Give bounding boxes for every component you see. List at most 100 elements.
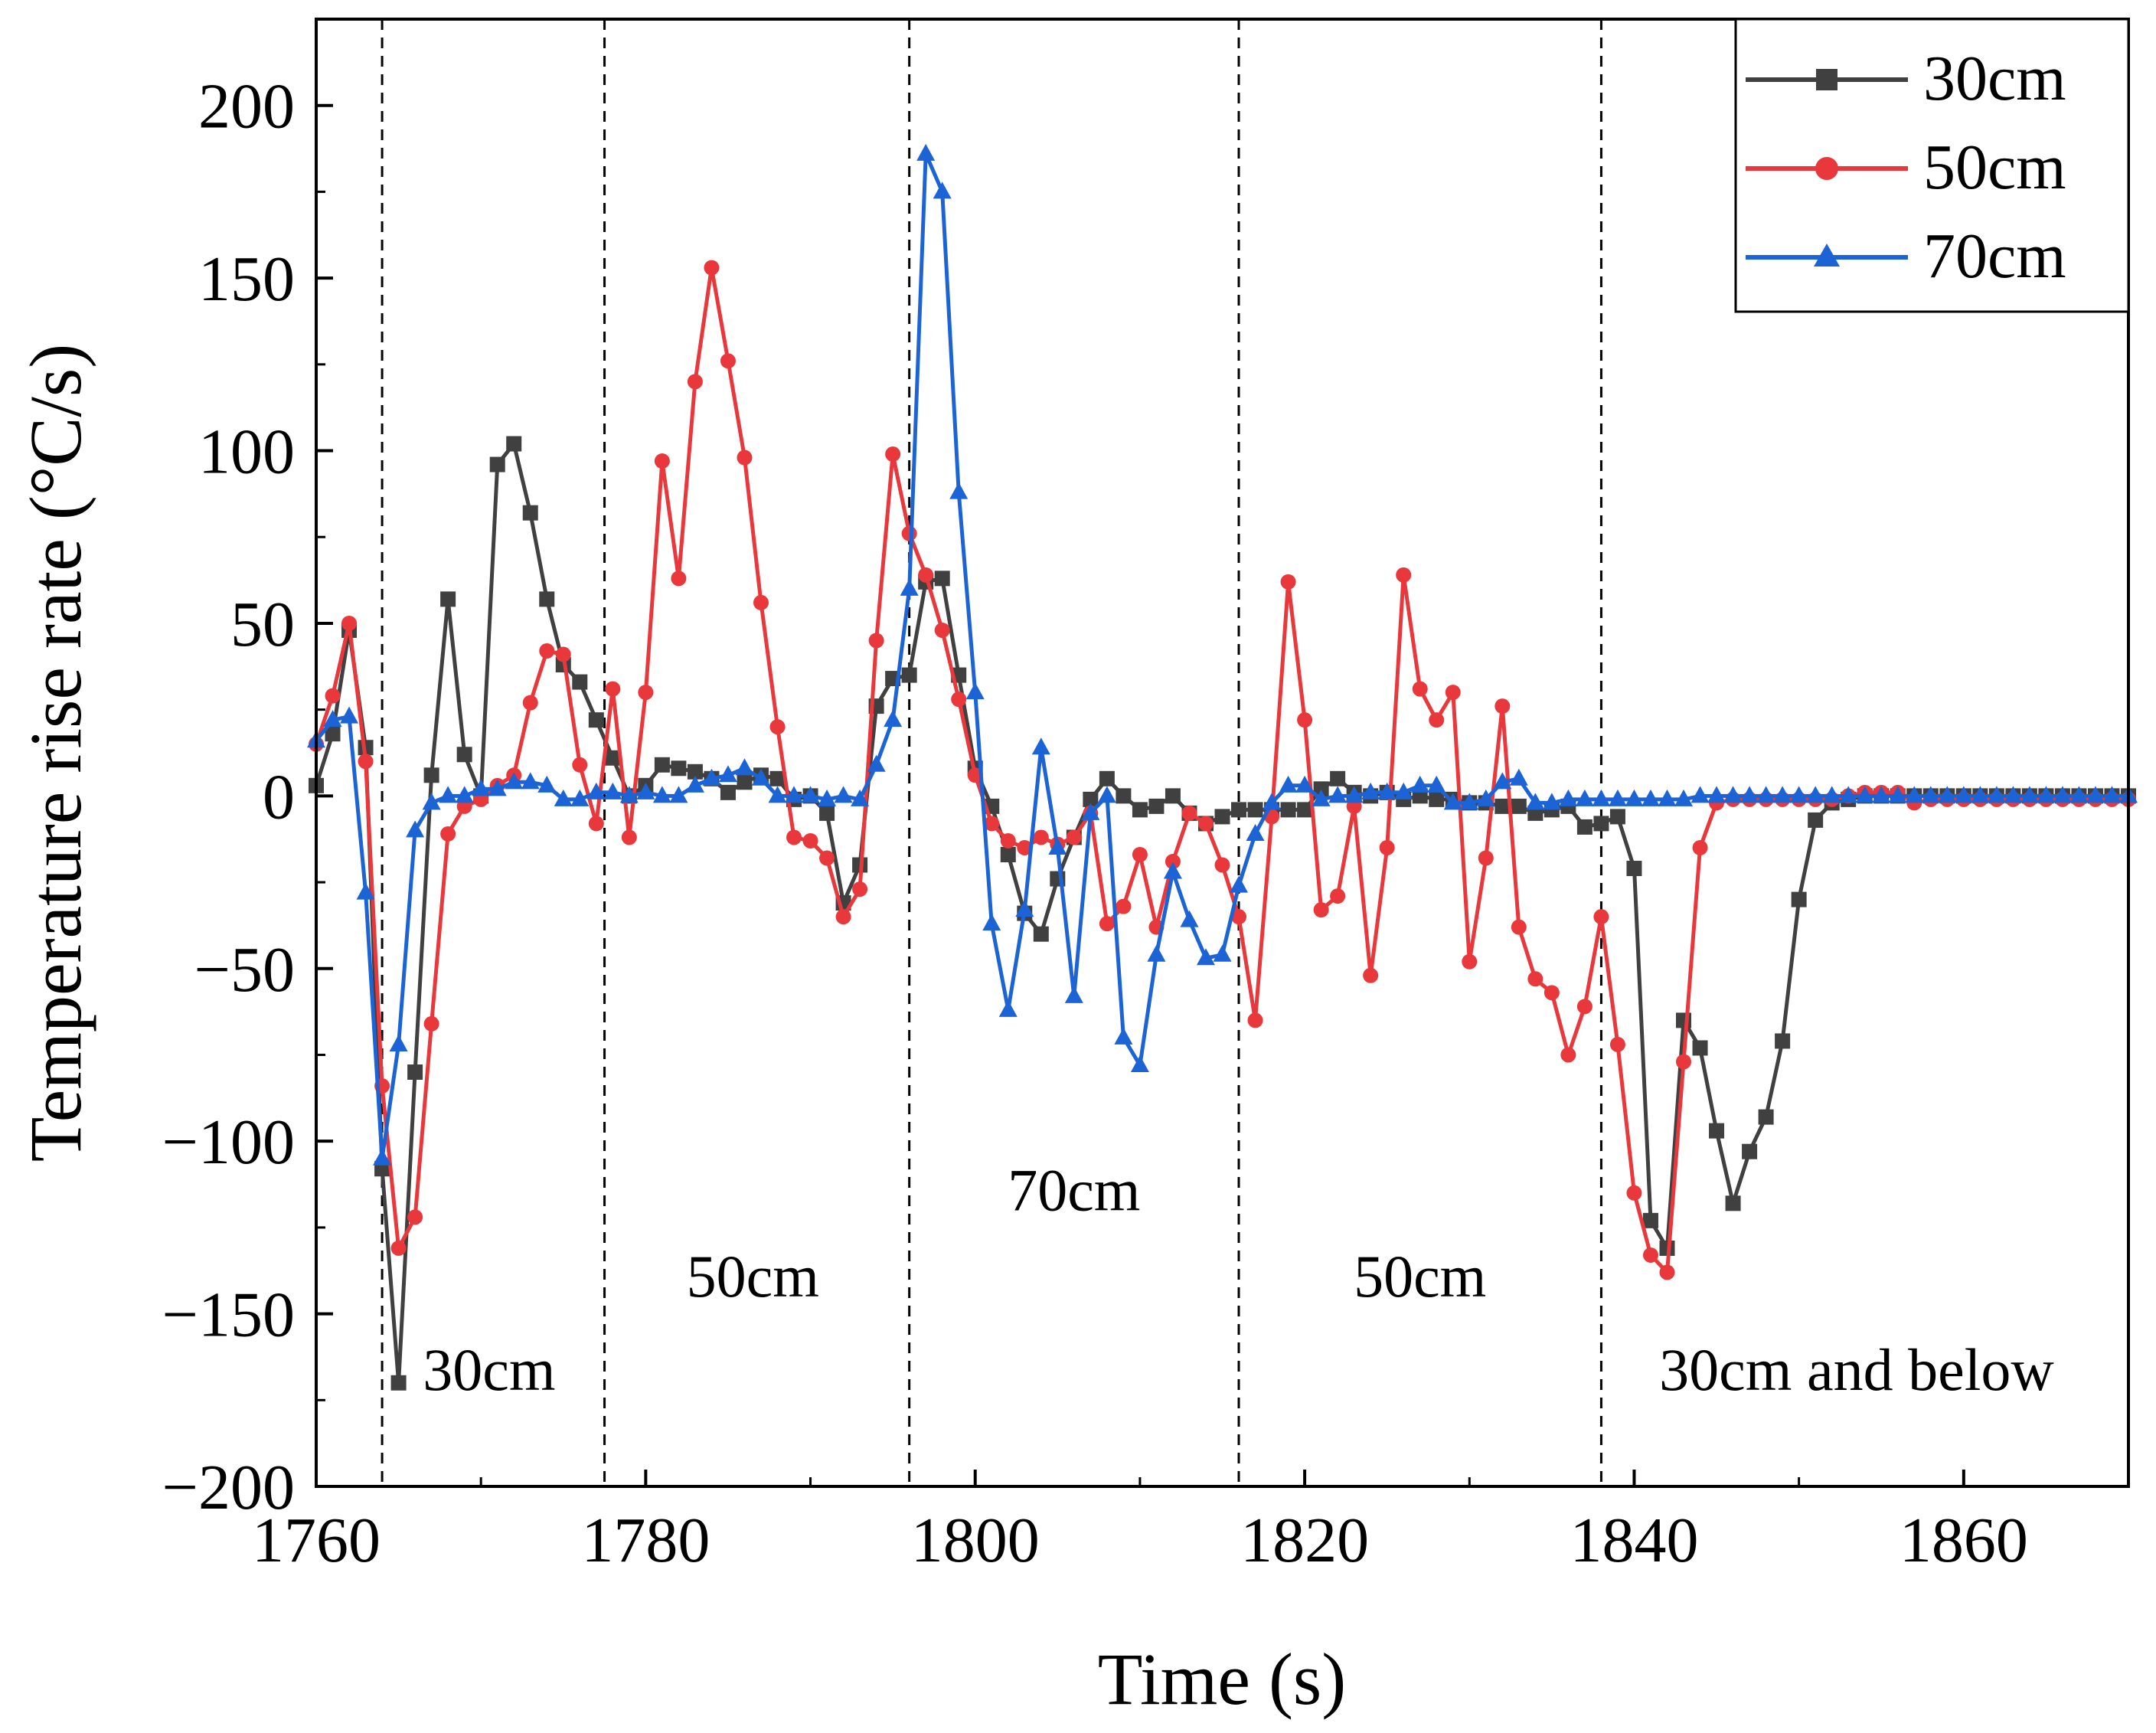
point-30cm xyxy=(1609,809,1625,825)
point-70cm xyxy=(356,882,375,900)
point-50cm xyxy=(1626,1185,1642,1201)
legend-marker-70cm xyxy=(1814,244,1840,266)
point-70cm xyxy=(1263,793,1282,810)
legend-label-30cm: 30cm xyxy=(1923,43,2066,114)
point-50cm xyxy=(1066,829,1082,845)
point-50cm xyxy=(654,453,670,469)
point-70cm xyxy=(1707,786,1726,803)
point-70cm xyxy=(1756,786,1775,803)
point-70cm xyxy=(2037,786,2056,803)
point-70cm xyxy=(1905,786,1924,803)
point-50cm xyxy=(918,567,934,583)
point-50cm xyxy=(341,615,358,631)
point-70cm xyxy=(834,786,853,803)
point-50cm xyxy=(1544,985,1560,1001)
point-70cm xyxy=(718,765,737,783)
point-70cm xyxy=(488,779,507,796)
point-30cm xyxy=(901,667,917,683)
point-70cm xyxy=(735,758,754,776)
point-70cm xyxy=(455,786,474,803)
point-50cm xyxy=(1363,967,1379,983)
point-30cm xyxy=(1000,846,1016,862)
point-70cm xyxy=(1048,837,1067,855)
point-70cm xyxy=(1493,772,1512,790)
y-tick-label: 50 xyxy=(230,589,295,660)
point-70cm xyxy=(1773,786,1792,803)
point-70cm xyxy=(867,754,886,772)
point-70cm xyxy=(998,999,1018,1017)
point-50cm xyxy=(753,594,769,610)
point-50cm xyxy=(951,692,967,708)
point-50cm xyxy=(1576,999,1592,1015)
legend-entry-50cm: 50cm xyxy=(1746,132,2066,203)
point-70cm xyxy=(389,1034,408,1051)
point-70cm xyxy=(2020,786,2039,803)
legend: 30cm 50cm 70cm xyxy=(1734,18,2130,313)
point-70cm xyxy=(439,786,458,803)
point-70cm xyxy=(652,786,671,803)
point-70cm xyxy=(1180,910,1199,927)
point-30cm xyxy=(325,726,341,742)
point-50cm xyxy=(572,757,588,773)
point-50cm xyxy=(1429,712,1445,728)
point-50cm xyxy=(1231,909,1247,925)
point-30cm xyxy=(1132,802,1148,818)
point-50cm xyxy=(1527,971,1544,987)
x-tick-label: 1840 xyxy=(1570,1505,1698,1576)
point-50cm xyxy=(621,829,637,845)
point-50cm xyxy=(1494,698,1511,714)
point-30cm xyxy=(605,750,621,766)
point-70cm xyxy=(1971,786,1990,803)
point-30cm xyxy=(769,770,786,786)
point-70cm xyxy=(851,789,870,806)
point-50cm xyxy=(769,719,786,735)
point-70cm xyxy=(2102,786,2122,803)
point-50cm xyxy=(671,571,687,587)
point-50cm xyxy=(1000,832,1016,849)
point-70cm xyxy=(1114,1027,1133,1045)
y-tick-label: −50 xyxy=(194,934,295,1005)
legend-marker-30cm xyxy=(1816,69,1838,90)
point-30cm xyxy=(1775,1033,1791,1049)
x-tick-label: 1860 xyxy=(1900,1505,2028,1576)
point-70cm xyxy=(619,786,639,803)
point-70cm xyxy=(965,682,985,700)
point-50cm xyxy=(555,646,571,662)
point-50cm xyxy=(802,832,818,849)
point-50cm xyxy=(704,260,720,276)
point-30cm xyxy=(934,571,950,587)
point-30cm xyxy=(1494,798,1511,814)
point-70cm xyxy=(1592,789,1611,806)
point-70cm xyxy=(949,482,969,499)
y-axis-title: Temperature rise rate (°C/s) xyxy=(15,344,96,1162)
point-30cm xyxy=(588,712,604,728)
point-30cm xyxy=(819,805,835,821)
point-70cm xyxy=(1130,1055,1149,1072)
point-70cm xyxy=(1806,786,1825,803)
point-50cm xyxy=(1609,1036,1625,1052)
point-50cm xyxy=(1692,839,1708,855)
point-70cm xyxy=(1822,786,1841,803)
point-50cm xyxy=(1099,916,1115,932)
point-70cm xyxy=(505,772,524,790)
point-70cm xyxy=(323,710,342,728)
point-70cm xyxy=(2086,786,2105,803)
point-70cm xyxy=(1279,775,1298,793)
point-70cm xyxy=(472,779,491,796)
point-30cm xyxy=(1330,770,1346,786)
point-50cm xyxy=(1017,839,1033,855)
point-50cm xyxy=(1330,888,1346,904)
point-50cm xyxy=(1214,857,1230,873)
point-70cm xyxy=(669,786,688,803)
point-70cm xyxy=(1674,789,1694,806)
point-70cm xyxy=(554,789,573,806)
point-50cm xyxy=(325,688,341,704)
point-70cm xyxy=(1476,789,1495,806)
point-70cm xyxy=(1839,786,1858,803)
point-50cm xyxy=(638,685,654,701)
point-30cm xyxy=(737,774,753,790)
region-label: 50cm xyxy=(1354,1243,1486,1310)
point-50cm xyxy=(885,446,901,463)
point-50cm xyxy=(1659,1264,1675,1280)
point-70cm xyxy=(1230,875,1249,893)
